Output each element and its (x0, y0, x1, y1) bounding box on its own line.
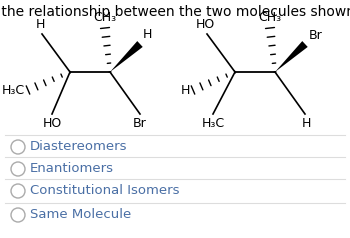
Text: H₃C: H₃C (2, 84, 25, 96)
Text: Br: Br (309, 29, 323, 42)
Polygon shape (275, 41, 308, 72)
Text: HO: HO (42, 117, 62, 130)
Text: What is the relationship between the two molecules shown below:: What is the relationship between the two… (0, 5, 350, 19)
Polygon shape (110, 41, 143, 72)
Text: CH₃: CH₃ (93, 11, 117, 24)
Text: H₃C: H₃C (202, 117, 225, 130)
Text: HO: HO (195, 18, 215, 31)
Text: H: H (143, 28, 152, 41)
Text: H: H (35, 18, 45, 31)
Text: H: H (181, 84, 190, 96)
Text: CH₃: CH₃ (258, 11, 281, 24)
Text: Same Molecule: Same Molecule (30, 208, 131, 222)
Text: H: H (301, 117, 311, 130)
Text: Br: Br (133, 117, 147, 130)
Text: Constitutional Isomers: Constitutional Isomers (30, 184, 180, 198)
Text: Enantiomers: Enantiomers (30, 163, 114, 175)
Text: Diastereomers: Diastereomers (30, 140, 127, 154)
